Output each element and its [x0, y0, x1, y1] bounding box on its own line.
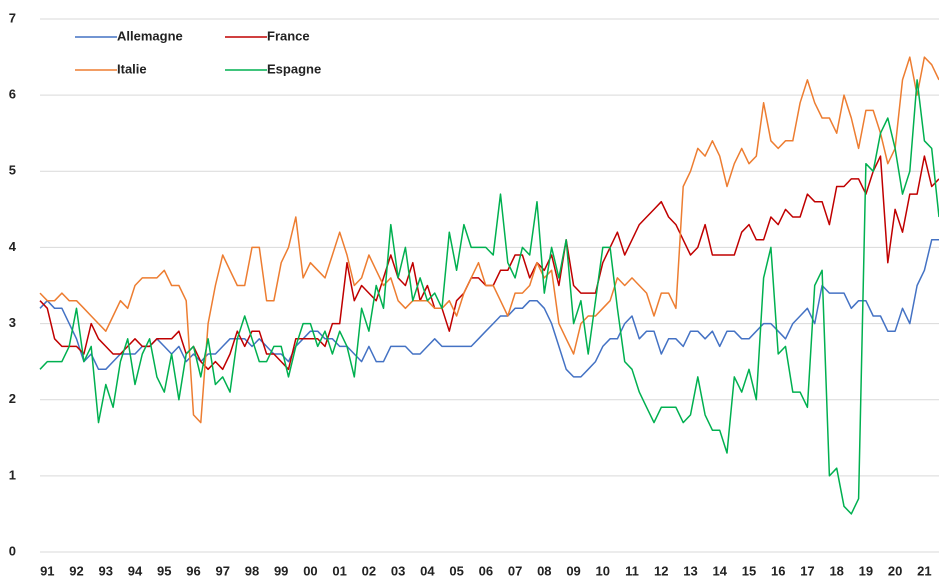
x-tick-label: 01	[332, 563, 346, 578]
x-tick-label: 97	[215, 563, 229, 578]
series-line	[39, 56, 939, 424]
y-tick-label: 1	[9, 467, 16, 482]
y-tick-label: 2	[9, 391, 16, 406]
x-tick-label: 12	[654, 563, 668, 578]
legend-label: Espagne	[267, 61, 321, 76]
x-tick-label: 98	[245, 563, 259, 578]
x-tick-label: 05	[449, 563, 463, 578]
x-tick-label: 92	[69, 563, 83, 578]
x-tick-label: 16	[771, 563, 785, 578]
series-line	[39, 79, 939, 515]
legend-label: Allemagne	[117, 28, 183, 43]
y-tick-label: 6	[9, 87, 16, 102]
x-tick-label: 04	[420, 563, 435, 578]
x-tick-label: 99	[274, 563, 288, 578]
x-tick-label: 11	[625, 563, 639, 578]
x-tick-label: 15	[742, 563, 756, 578]
legend-label: France	[267, 28, 310, 43]
x-tick-label: 95	[157, 563, 171, 578]
x-tick-label: 00	[303, 563, 317, 578]
x-tick-label: 18	[829, 563, 843, 578]
x-tick-label: 21	[917, 563, 931, 578]
x-tick-label: 17	[800, 563, 814, 578]
x-tick-label: 91	[40, 563, 54, 578]
legend-label: Italie	[117, 61, 147, 76]
x-tick-label: 10	[596, 563, 610, 578]
y-tick-label: 4	[9, 239, 17, 254]
x-tick-label: 13	[683, 563, 697, 578]
series-line	[39, 155, 939, 371]
series-line	[39, 239, 939, 378]
x-tick-label: 96	[186, 563, 200, 578]
y-tick-label: 0	[9, 543, 16, 558]
x-tick-label: 07	[508, 563, 522, 578]
x-tick-label: 03	[391, 563, 405, 578]
x-tick-label: 19	[859, 563, 873, 578]
x-tick-label: 14	[712, 563, 727, 578]
x-tick-label: 93	[99, 563, 113, 578]
x-tick-label: 09	[566, 563, 580, 578]
x-tick-label: 06	[479, 563, 493, 578]
x-tick-label: 02	[362, 563, 376, 578]
y-tick-label: 7	[9, 10, 16, 25]
x-tick-label: 08	[537, 563, 551, 578]
x-tick-label: 20	[888, 563, 902, 578]
y-tick-label: 5	[9, 163, 16, 178]
x-tick-label: 94	[128, 563, 143, 578]
y-tick-label: 3	[9, 315, 16, 330]
